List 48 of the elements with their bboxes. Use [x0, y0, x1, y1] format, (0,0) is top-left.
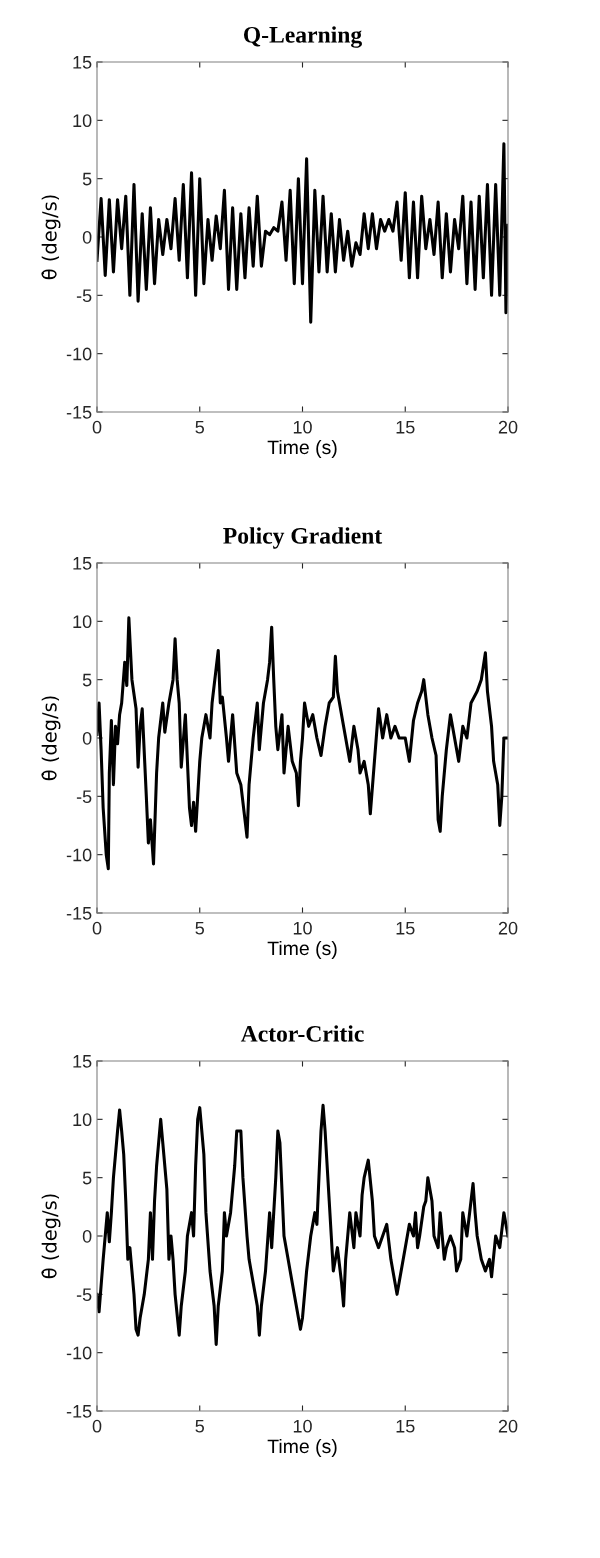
chart-title: Actor-Critic [240, 1025, 364, 1042]
x-axis-title: Time (s) [267, 1438, 337, 1458]
y-tick-label: 15 [73, 1055, 92, 1068]
y-tick-label: -15 [66, 406, 92, 419]
y-tick-label: 5 [82, 1171, 92, 1185]
y-tick-label: 15 [73, 557, 92, 570]
y-tick-label: -15 [66, 907, 92, 920]
line-series [97, 1103, 508, 1347]
y-axis-title: θ̇ (deg/s) [41, 1194, 61, 1279]
y-tick-label: 10 [73, 114, 92, 128]
y-tick-label: 10 [73, 1113, 92, 1127]
chart-title: Q-Learning [243, 26, 362, 48]
x-tick-label: 20 [498, 420, 518, 434]
y-tick-label: -5 [76, 289, 92, 303]
y-axis-title: θ̇ (deg/s) [41, 696, 61, 781]
x-tick-label: 10 [293, 420, 312, 434]
y-tick-label: 15 [73, 56, 92, 69]
x-axis-title: Time (s) [267, 439, 337, 459]
y-tick-label: 0 [82, 1229, 92, 1243]
x-tick-label: 0 [92, 420, 102, 434]
x-tick-label: 20 [498, 1419, 518, 1433]
x-tick-label: 5 [195, 1420, 205, 1433]
x-tick-label: 20 [498, 921, 518, 935]
y-tick-label: 0 [82, 230, 92, 244]
y-tick-label: 5 [82, 172, 92, 186]
y-tick-label: 10 [73, 615, 92, 629]
chart-title: Policy Gradient [223, 527, 383, 549]
x-tick-label: 10 [293, 1419, 312, 1433]
x-axis-title: Time (s) [267, 940, 337, 960]
x-tick-label: 0 [92, 1419, 102, 1433]
line-series [97, 616, 508, 871]
y-tick-label: 0 [82, 731, 92, 745]
y-tick-label: -15 [66, 1405, 92, 1418]
y-tick-label: -10 [66, 848, 92, 862]
y-tick-label: -5 [76, 1288, 92, 1302]
y-tick-label: 5 [82, 673, 92, 687]
y-tick-label: -10 [66, 347, 92, 361]
x-tick-label: 10 [293, 921, 312, 935]
x-tick-label: 5 [195, 922, 205, 935]
x-tick-label: 0 [92, 921, 102, 935]
line-series [97, 142, 508, 324]
y-axis-title: θ̇ (deg/s) [41, 195, 61, 280]
y-tick-label: -5 [76, 790, 92, 804]
x-tick-label: 15 [396, 922, 415, 935]
y-tick-label: -10 [66, 1346, 92, 1360]
x-tick-label: 15 [396, 421, 415, 434]
x-tick-label: 5 [195, 421, 205, 434]
x-tick-label: 15 [396, 1420, 415, 1433]
